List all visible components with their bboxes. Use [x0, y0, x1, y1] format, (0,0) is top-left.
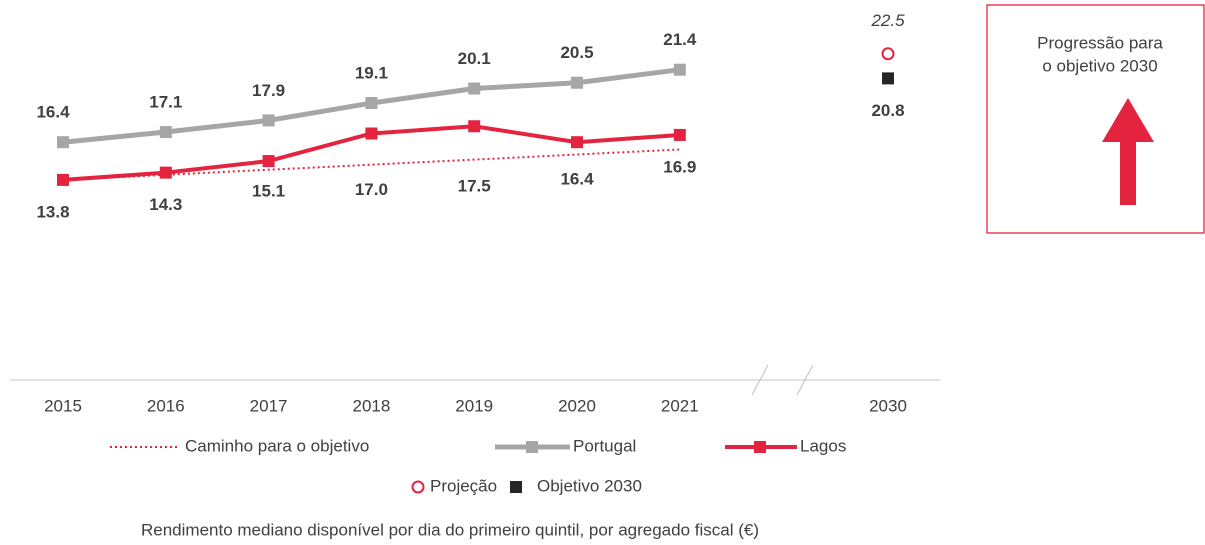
marker — [159, 166, 172, 179]
axis-break — [751, 364, 769, 396]
data-label: 16.4 — [560, 170, 594, 189]
legend-label: Lagos — [800, 436, 846, 455]
x-tick-label: 2021 — [661, 396, 699, 415]
data-label: 16.4 — [36, 103, 70, 122]
x-tick-label: 2030 — [869, 396, 907, 415]
x-tick-label: 2018 — [352, 396, 390, 415]
x-tick-label: 2017 — [250, 396, 288, 415]
legend-label: Portugal — [573, 436, 636, 455]
x-tick-label: 2015 — [44, 396, 82, 415]
legend-label: Objetivo 2030 — [537, 476, 642, 495]
up-arrow — [1102, 98, 1154, 205]
legend-swatch — [526, 441, 538, 453]
marker — [57, 173, 69, 186]
data-label: 17.0 — [355, 180, 388, 199]
data-label: 20.5 — [560, 43, 593, 62]
data-label: 17.9 — [252, 81, 285, 100]
marker — [57, 136, 69, 149]
data-label: 20.1 — [458, 49, 491, 68]
marker — [468, 82, 481, 95]
caption: Rendimento mediano disponível por dia do… — [141, 520, 759, 539]
data-label: 13.8 — [36, 202, 69, 221]
marker — [673, 128, 686, 141]
legend-swatch — [754, 441, 766, 453]
data-label: 17.1 — [149, 93, 182, 112]
box-text: Progressão para — [1037, 33, 1163, 52]
legend-swatch — [411, 480, 425, 494]
data-label: 17.5 — [458, 177, 491, 196]
box-text: o objetivo 2030 — [1042, 56, 1157, 75]
data-label: 21.4 — [663, 30, 697, 49]
marker — [365, 97, 378, 110]
marker — [262, 155, 275, 168]
legend-swatch — [510, 481, 522, 493]
marker — [365, 127, 378, 140]
marker — [673, 63, 686, 76]
data-label: 14.3 — [149, 195, 182, 214]
x-tick-label: 2016 — [147, 396, 185, 415]
data-label: 19.1 — [355, 64, 388, 83]
x-tick-label: 2020 — [558, 396, 596, 415]
marker — [159, 126, 172, 139]
data-label: 20.8 — [871, 101, 904, 120]
goal-box — [986, 4, 1205, 234]
marker — [262, 114, 275, 127]
marker — [468, 120, 481, 133]
data-label: 22.5 — [870, 11, 905, 30]
marker — [571, 76, 583, 89]
target-marker — [882, 72, 894, 85]
marker — [571, 136, 583, 149]
data-label: 15.1 — [252, 182, 285, 201]
legend-label: Projeção — [430, 476, 497, 495]
projection-marker — [881, 47, 895, 61]
x-tick-label: 2019 — [455, 396, 493, 415]
axis-break — [796, 364, 814, 396]
data-label: 16.9 — [663, 157, 696, 176]
legend-label: Caminho para o objetivo — [185, 436, 369, 455]
